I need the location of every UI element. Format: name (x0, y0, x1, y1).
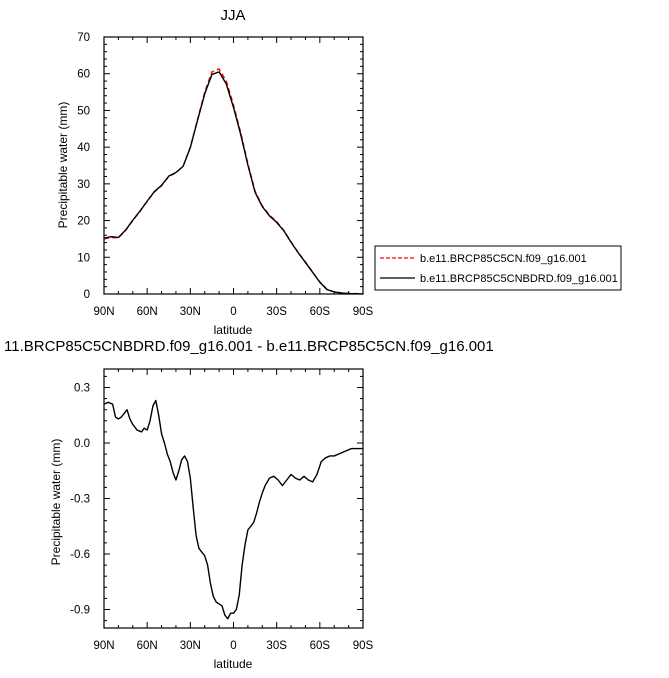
y-tick-label: 10 (77, 252, 90, 264)
legend-box (374, 245, 622, 291)
y-tick-label: 0.3 (74, 383, 90, 395)
x-tick-label: 60S (310, 306, 331, 318)
y-tick-label: 60 (77, 69, 90, 81)
x-tick-label: 0 (230, 640, 236, 652)
y-axis-label: Precipitable water (mm) (56, 102, 70, 229)
y-tick-label: -0.6 (70, 549, 90, 561)
y-axis-label: Precipitable water (mm) (49, 439, 63, 566)
y-tick-label: 0.0 (74, 438, 90, 450)
x-tick-label: 60S (310, 640, 331, 652)
series-line-experiment (103, 71, 364, 295)
y-tick-label: 30 (77, 179, 90, 191)
x-tick-label: 30S (266, 306, 287, 318)
y-tick-label: 50 (77, 105, 90, 117)
x-tick-label: 90N (93, 640, 114, 652)
plot-frame (103, 36, 364, 295)
x-tick-label: 30N (180, 640, 201, 652)
series-line-control (103, 68, 364, 295)
x-axis-label: latitude (214, 657, 253, 671)
x-tick-label: 30N (180, 306, 201, 318)
difference-panel: 11.BRCP85C5CNBDRD.f09_g16.001 - b.e11.BR… (4, 338, 494, 671)
x-tick-label: 60N (137, 306, 158, 318)
x-axis-label: latitude (214, 323, 253, 337)
x-tick-label: 90N (93, 306, 114, 318)
legend-label-control: b.e11.BRCP85C5CN.f09_g16.001 (420, 253, 587, 265)
x-tick-label: 90S (353, 640, 374, 652)
x-tick-label: 30S (266, 640, 287, 652)
legend-label-experiment: b.e11.BRCP85C5CNBDRD.f09_g16.001 (420, 273, 618, 285)
chart-title: JJA (220, 7, 245, 24)
y-tick-label: -0.9 (70, 605, 90, 617)
difference-title: 11.BRCP85C5CNBDRD.f09_g16.001 - b.e11.BR… (4, 338, 494, 355)
y-tick-label: 20 (77, 216, 90, 228)
x-tick-label: 90S (353, 306, 374, 318)
x-tick-label: 60N (137, 640, 158, 652)
y-tick-label: 0 (84, 289, 90, 301)
legend: b.e11.BRCP85C5CN.f09_g16.001 b.e11.BRCP8… (374, 245, 622, 291)
y-tick-label: -0.3 (70, 494, 90, 506)
y-tick-label: 40 (77, 142, 90, 154)
x-tick-label: 0 (230, 306, 236, 318)
series-line-difference (103, 399, 363, 620)
plot-frame (103, 368, 364, 629)
y-tick-label: 70 (77, 32, 90, 44)
precip-water-panel: JJA Precipitable water (mm) latitude 90N… (56, 7, 374, 337)
